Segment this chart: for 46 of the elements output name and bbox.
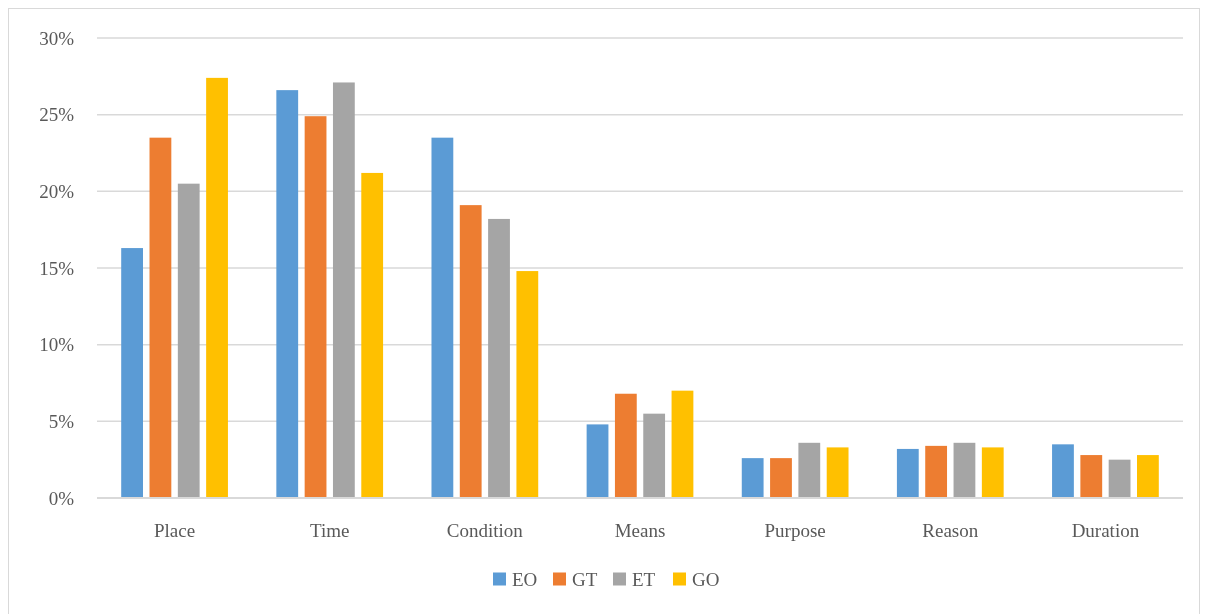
bar xyxy=(1137,455,1159,498)
bar xyxy=(177,183,200,498)
bar xyxy=(149,137,172,498)
x-tick-label: Duration xyxy=(1071,519,1140,541)
legend-label: GO xyxy=(692,568,720,590)
y-tick-label: 0% xyxy=(48,487,75,509)
bar xyxy=(586,424,609,498)
bar xyxy=(206,77,228,498)
x-tick-label: Purpose xyxy=(764,519,826,541)
bar xyxy=(488,218,510,498)
bar xyxy=(1108,459,1131,498)
bar xyxy=(1052,444,1074,498)
x-tick-label: Place xyxy=(153,519,196,541)
bar xyxy=(826,447,849,498)
y-tick-label: 25% xyxy=(39,104,75,126)
bar xyxy=(798,442,821,498)
bar xyxy=(643,413,666,498)
bar xyxy=(431,137,454,498)
bar xyxy=(770,458,792,498)
x-tick-label: Means xyxy=(614,519,666,541)
legend-label: EO xyxy=(512,568,538,590)
bar xyxy=(459,205,482,498)
y-tick-label: 30% xyxy=(39,27,75,49)
bar xyxy=(332,82,355,498)
legend-label: ET xyxy=(632,568,656,590)
bar xyxy=(741,458,764,498)
bar xyxy=(896,448,919,498)
bar xyxy=(361,172,384,498)
x-tick-label: Condition xyxy=(446,519,524,541)
bar xyxy=(1080,455,1103,498)
bar xyxy=(121,248,143,498)
bar xyxy=(614,393,637,498)
y-tick-label: 10% xyxy=(39,334,75,356)
bar xyxy=(981,447,1004,498)
x-tick-label: Reason xyxy=(922,519,979,541)
bar xyxy=(953,442,976,498)
bar xyxy=(276,90,299,498)
bar xyxy=(516,271,539,498)
bar xyxy=(925,445,948,498)
bar xyxy=(304,116,327,498)
y-tick-label: 20% xyxy=(39,180,75,202)
x-tick-label: Time xyxy=(310,519,350,541)
legend-label: GT xyxy=(572,568,598,590)
bar xyxy=(671,390,694,498)
y-tick-label: 15% xyxy=(39,257,75,279)
y-tick-label: 5% xyxy=(48,410,75,432)
